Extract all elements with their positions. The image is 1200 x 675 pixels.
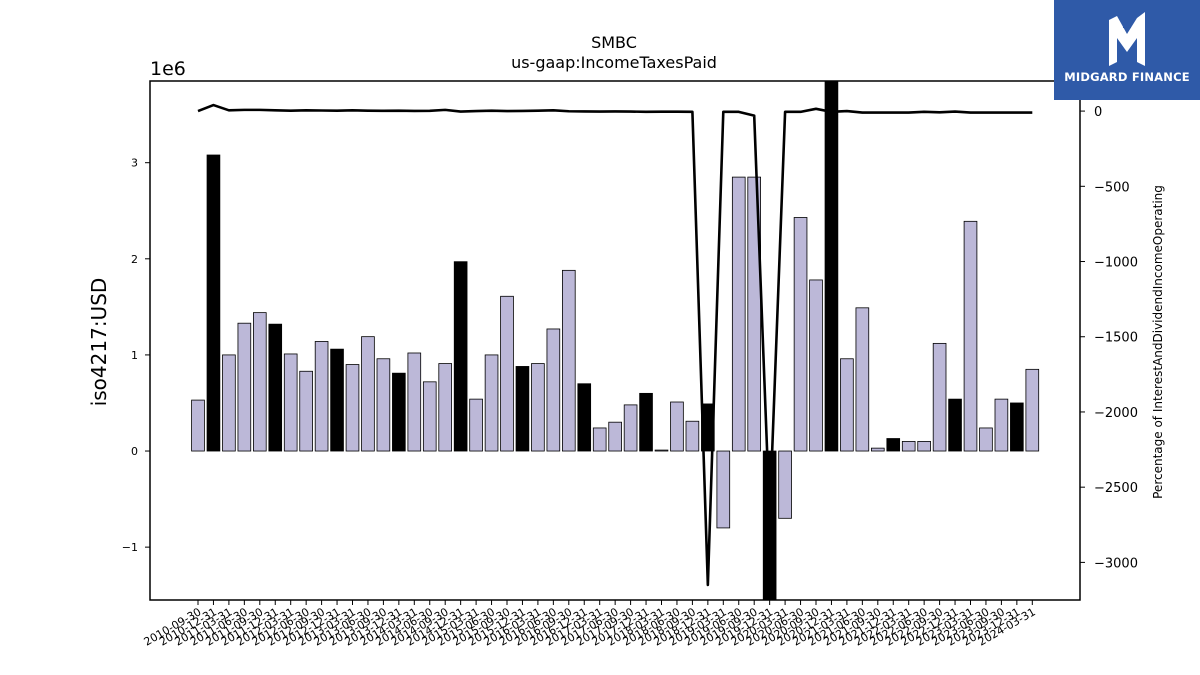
line-group xyxy=(197,103,1033,587)
chart-subtitle: us-gaap:IncomeTaxesPaid xyxy=(511,53,717,72)
y-tick-label: 3 xyxy=(131,157,138,170)
bar xyxy=(299,370,313,452)
bar xyxy=(979,427,993,452)
bar xyxy=(948,398,962,452)
y-axis-label: iso4217:USD xyxy=(87,278,111,407)
chart-title: SMBC xyxy=(591,33,637,52)
bar xyxy=(438,363,452,452)
bar xyxy=(716,450,731,529)
bar xyxy=(191,399,205,452)
brand-logo: MIDGARD FINANCE xyxy=(1054,0,1200,100)
bar xyxy=(670,401,684,452)
y2-axis-label: Percentage of InterestAndDividendIncomeO… xyxy=(1151,185,1165,499)
bar xyxy=(237,322,252,452)
bar xyxy=(531,363,545,452)
bar xyxy=(840,358,854,452)
bar xyxy=(345,364,360,452)
y-tick-label: 0 xyxy=(131,445,138,458)
bar xyxy=(778,450,792,519)
bar xyxy=(623,404,638,452)
bar xyxy=(994,398,1009,452)
bar xyxy=(392,372,406,452)
bar xyxy=(407,352,422,452)
bar xyxy=(592,427,607,452)
bar xyxy=(453,261,468,452)
bar xyxy=(484,354,499,452)
y2-tick-label: −2000 xyxy=(1094,406,1138,421)
y2-tick-label: −500 xyxy=(1094,180,1130,195)
y-tick-label: 2 xyxy=(131,253,138,266)
bar xyxy=(469,398,483,452)
bar xyxy=(654,449,669,452)
bar xyxy=(639,392,653,452)
bar xyxy=(422,381,437,452)
bar xyxy=(731,176,746,452)
y2-tick-label: −3000 xyxy=(1094,556,1138,571)
bar xyxy=(809,279,823,452)
logo-text: MIDGARD FINANCE xyxy=(1064,70,1190,84)
bar xyxy=(855,307,870,452)
bar xyxy=(361,336,375,452)
logo-mark-icon xyxy=(1109,12,1145,66)
bar xyxy=(222,354,236,452)
bar xyxy=(330,348,344,452)
bar xyxy=(562,269,576,452)
bar xyxy=(901,441,916,452)
bar xyxy=(793,217,808,452)
bar xyxy=(932,342,947,452)
bar xyxy=(917,441,931,452)
bar xyxy=(1010,402,1024,452)
y-tick-label: −1 xyxy=(122,541,138,554)
bar xyxy=(963,220,978,452)
bar xyxy=(252,312,267,452)
y2-tick-label: 0 xyxy=(1094,105,1102,120)
y2-tick-label: −1000 xyxy=(1094,256,1138,271)
bar xyxy=(376,358,391,452)
bar xyxy=(546,328,561,452)
bar xyxy=(515,366,530,452)
bar xyxy=(608,421,622,452)
y-tick-label: 1 xyxy=(131,349,138,362)
bars-group xyxy=(191,80,1040,601)
y2-tick-label: −1500 xyxy=(1094,331,1138,346)
bar xyxy=(206,154,221,452)
series-line xyxy=(197,103,1033,587)
bar xyxy=(886,438,901,452)
bar xyxy=(314,341,329,452)
bar xyxy=(762,450,777,601)
bar xyxy=(283,353,298,452)
bar xyxy=(824,80,839,452)
plot-frame xyxy=(149,80,1081,601)
y2-tick-label: −2500 xyxy=(1094,481,1138,496)
bar xyxy=(500,295,514,452)
bar xyxy=(871,447,885,452)
bar xyxy=(1025,368,1040,452)
bar xyxy=(577,383,592,452)
bar xyxy=(685,420,700,452)
y-offset-label: 1e6 xyxy=(150,58,186,80)
bar xyxy=(268,323,283,452)
